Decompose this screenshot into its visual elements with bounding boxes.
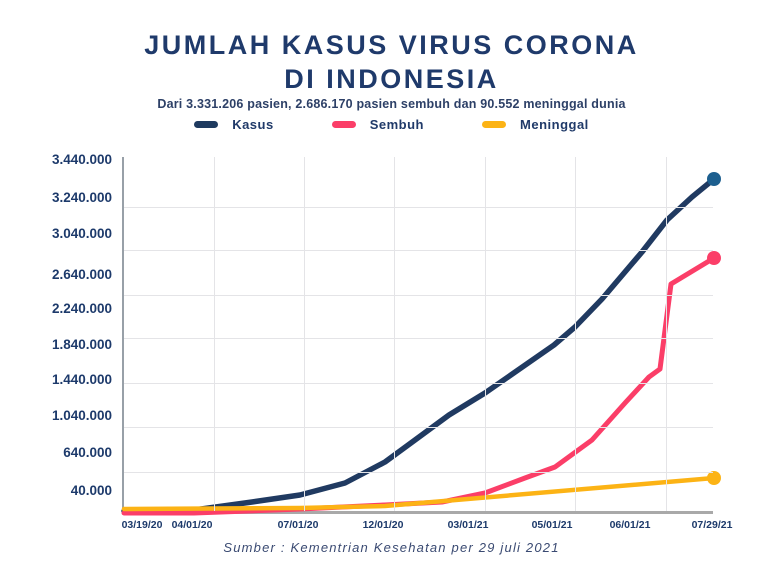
vertical-gridline bbox=[485, 157, 486, 511]
x-tick-label: 04/01/20 bbox=[171, 519, 213, 531]
plot-area bbox=[121, 157, 721, 516]
legend-item-meninggal: Meninggal bbox=[482, 117, 589, 132]
source-caption: Sumber : Kementrian Kesehatan per 29 jul… bbox=[223, 540, 560, 555]
vertical-gridline bbox=[394, 157, 395, 511]
page-title: JUMLAH KASUS VIRUS CORONA DI INDONESIA bbox=[0, 28, 783, 96]
legend-label: Sembuh bbox=[369, 117, 425, 132]
series-line-kasus bbox=[121, 176, 717, 514]
legend-item-kasus: Kasus bbox=[194, 117, 274, 132]
chart-legend: Kasus Sembuh Meninggal bbox=[0, 117, 783, 132]
horizontal-gridline bbox=[124, 295, 713, 296]
vertical-gridline bbox=[304, 157, 305, 511]
horizontal-gridline bbox=[124, 472, 713, 473]
subtitle-totals: Dari 3.331.206 pasien, 2.686.170 pasien … bbox=[157, 97, 626, 111]
series-endpoint-dot-kasus bbox=[707, 172, 721, 186]
x-axis-labels: 03/19/20 04/01/20 07/01/20 12/01/20 03/01/21… bbox=[122, 519, 733, 533]
legend-swatch-icon bbox=[331, 121, 356, 128]
legend-swatch-icon bbox=[482, 121, 507, 128]
series-line-sembuh bbox=[121, 255, 717, 516]
y-tick-label: 640.000 bbox=[63, 445, 112, 460]
x-tick-label: 07/29/21 bbox=[691, 519, 733, 531]
vertical-gridline bbox=[214, 157, 215, 511]
x-tick-label: 07/01/20 bbox=[277, 519, 319, 531]
y-tick-label: 1.040.000 bbox=[51, 408, 112, 423]
y-tick-label: 2.240.000 bbox=[51, 301, 112, 316]
legend-label: Meninggal bbox=[520, 117, 589, 132]
y-tick-label: 1.840.000 bbox=[51, 337, 112, 352]
horizontal-gridline bbox=[124, 207, 713, 208]
x-tick-label: 05/01/21 bbox=[531, 519, 573, 531]
series-line-meninggal bbox=[121, 475, 717, 512]
horizontal-gridline bbox=[124, 250, 713, 251]
x-tick-label: 12/01/20 bbox=[362, 519, 404, 531]
vertical-gridline bbox=[666, 157, 667, 511]
y-axis-labels: 3.440.000 3.240.000 3.040.000 2.640.000 2.24… bbox=[0, 152, 112, 514]
y-tick-label: 3.440.000 bbox=[51, 152, 112, 167]
vertical-gridline bbox=[575, 157, 576, 511]
legend-item-sembuh: Sembuh bbox=[331, 117, 425, 132]
y-tick-label: 3.240.000 bbox=[51, 190, 112, 205]
x-tick-label: 03/19/20 bbox=[121, 519, 163, 531]
series-endpoint-dot-meninggal bbox=[707, 471, 721, 485]
page-title-line2: DI INDONESIA bbox=[284, 64, 499, 94]
x-tick-label: 03/01/21 bbox=[447, 519, 489, 531]
y-tick-label: 2.640.000 bbox=[51, 267, 112, 282]
y-tick-label: 3.040.000 bbox=[51, 226, 112, 241]
horizontal-gridline bbox=[124, 338, 713, 339]
line-chart-svg bbox=[121, 172, 721, 516]
horizontal-gridline bbox=[124, 383, 713, 384]
legend-swatch-icon bbox=[194, 121, 219, 128]
y-tick-label: 40.000 bbox=[70, 483, 112, 498]
y-tick-label: 1.440.000 bbox=[51, 372, 112, 387]
legend-label: Kasus bbox=[232, 117, 274, 132]
x-tick-label: 06/01/21 bbox=[609, 519, 651, 531]
page-title-line1: JUMLAH KASUS VIRUS CORONA bbox=[144, 30, 639, 60]
series-endpoint-dot-sembuh bbox=[707, 251, 721, 265]
horizontal-gridline bbox=[124, 427, 713, 428]
